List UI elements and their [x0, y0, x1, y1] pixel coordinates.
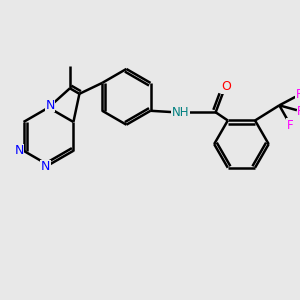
- Text: NH: NH: [172, 106, 190, 119]
- Text: F: F: [296, 88, 300, 101]
- Text: N: N: [41, 160, 50, 173]
- Text: N: N: [14, 144, 24, 157]
- Text: F: F: [286, 118, 293, 131]
- Text: N: N: [45, 99, 55, 112]
- Text: F: F: [297, 105, 300, 118]
- Text: O: O: [222, 80, 232, 93]
